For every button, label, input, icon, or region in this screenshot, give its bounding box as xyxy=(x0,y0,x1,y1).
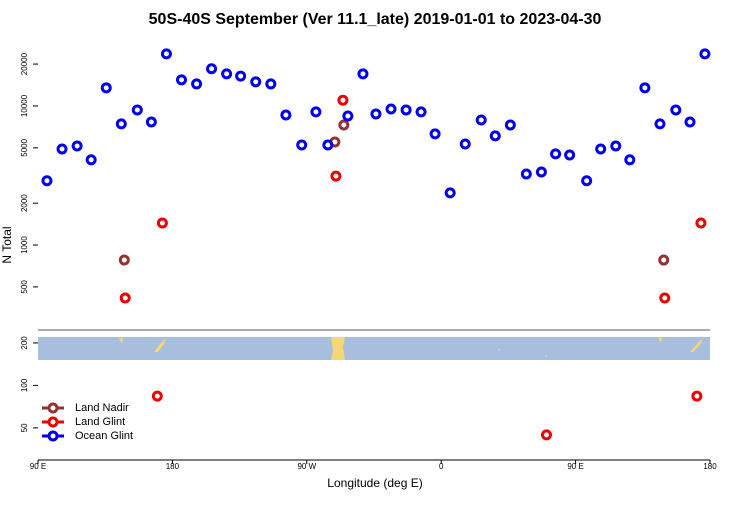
point xyxy=(71,140,83,152)
map-strip xyxy=(38,337,710,360)
point xyxy=(658,254,670,266)
point xyxy=(489,130,501,142)
point xyxy=(691,390,703,402)
point xyxy=(639,82,651,94)
point xyxy=(322,139,334,151)
y-tick-label: 200 xyxy=(20,336,29,350)
point xyxy=(357,68,369,80)
y-tick-label: 500 xyxy=(20,280,29,294)
point xyxy=(118,254,130,266)
point xyxy=(581,175,593,187)
point xyxy=(310,106,322,118)
x-tick-label: 180 xyxy=(166,462,180,471)
point xyxy=(265,78,277,90)
legend-marker xyxy=(47,430,59,442)
x-axis-label: Longitude (deg E) xyxy=(327,476,422,490)
x-tick-label: 180 xyxy=(703,462,717,471)
point xyxy=(385,103,397,115)
point xyxy=(337,94,349,106)
legend-label: Ocean Glint xyxy=(75,430,133,442)
point xyxy=(115,118,127,130)
y-tick-label: 2000 xyxy=(20,194,29,212)
point xyxy=(145,116,157,128)
y-tick-label: 100 xyxy=(20,378,29,392)
point xyxy=(338,119,350,131)
point xyxy=(550,148,562,160)
y-tick-label: 1000 xyxy=(20,236,29,254)
point xyxy=(610,140,622,152)
y-axis-label: N Total xyxy=(0,226,14,263)
point xyxy=(41,175,53,187)
point xyxy=(151,390,163,402)
point xyxy=(280,109,292,121)
point xyxy=(342,110,354,122)
point xyxy=(85,154,97,166)
point xyxy=(250,76,262,88)
point xyxy=(684,116,696,128)
point xyxy=(370,108,382,120)
point xyxy=(695,217,707,229)
point xyxy=(654,118,666,130)
point xyxy=(564,149,576,161)
y-tick-label: 5000 xyxy=(20,138,29,156)
point xyxy=(595,143,607,155)
point xyxy=(520,168,532,180)
x-tick-label: 90 E xyxy=(30,462,46,471)
point xyxy=(176,74,188,86)
point xyxy=(459,138,471,150)
point xyxy=(206,63,218,75)
point xyxy=(191,78,203,90)
point xyxy=(400,104,412,116)
point xyxy=(160,48,172,60)
point xyxy=(659,292,671,304)
point xyxy=(221,68,233,80)
point xyxy=(699,48,711,60)
x-tick-label: 90 W xyxy=(297,462,316,471)
chart-title: 50S-40S September (Ver 11.1_late) 2019-0… xyxy=(149,11,602,28)
y-tick-label: 20000 xyxy=(20,52,29,75)
point xyxy=(100,82,112,94)
point xyxy=(504,119,516,131)
point xyxy=(670,104,682,116)
legend-marker xyxy=(47,416,59,428)
point xyxy=(156,217,168,229)
y-tick-label: 10000 xyxy=(20,94,29,117)
point xyxy=(429,128,441,140)
y-tick-label: 50 xyxy=(20,423,29,432)
point xyxy=(475,114,487,126)
point xyxy=(131,104,143,116)
point xyxy=(119,292,131,304)
point xyxy=(235,70,247,82)
legend-marker xyxy=(47,402,59,414)
x-tick-label: 0 xyxy=(439,462,444,471)
point xyxy=(444,187,456,199)
point xyxy=(535,166,547,178)
ocean-band xyxy=(38,337,710,360)
point xyxy=(624,154,636,166)
point xyxy=(56,143,68,155)
legend-label: Land Nadir xyxy=(75,402,129,414)
legend-label: Land Glint xyxy=(75,416,125,428)
point xyxy=(330,170,342,182)
point xyxy=(540,429,552,441)
point xyxy=(296,139,308,151)
point xyxy=(415,106,427,118)
x-tick-label: 90 E xyxy=(567,462,583,471)
